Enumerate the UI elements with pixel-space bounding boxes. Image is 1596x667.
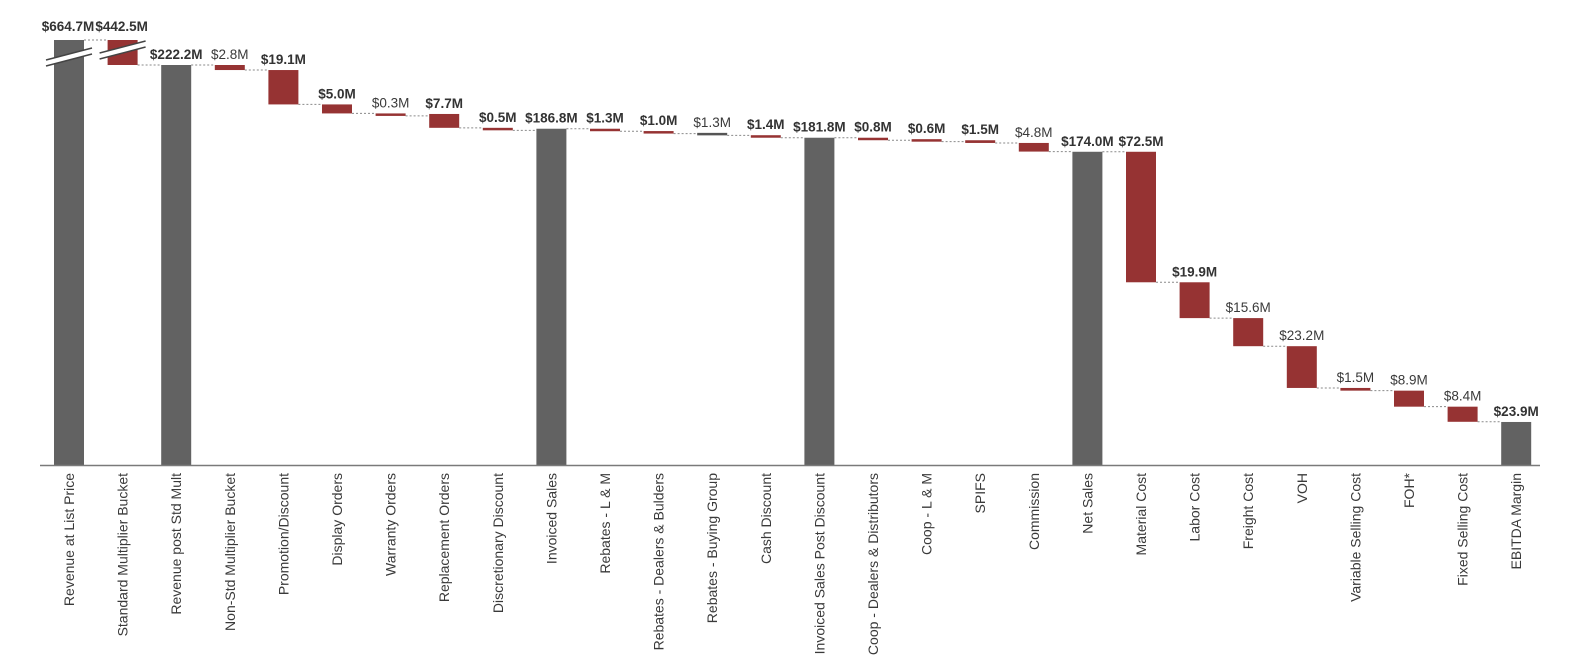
data-label: $2.8M [211, 47, 249, 62]
data-label: $442.5M [95, 19, 148, 34]
category-label: VOH [1294, 473, 1310, 503]
bar-coop-dealers-distributors [858, 137, 888, 141]
axis-break-line [99, 40, 146, 54]
category-label: Coop - Dealers & Distributors [865, 473, 881, 655]
data-label: $174.0M [1061, 134, 1114, 149]
category-label: Fixed Selling Cost [1455, 473, 1471, 586]
bar-net-sales [1072, 151, 1103, 465]
data-label: $23.9M [1494, 404, 1539, 419]
bar-replacement-orders [429, 113, 460, 128]
category-label: Non-Std Multiplier Bucket [222, 473, 238, 631]
category-label: Commission [1026, 473, 1042, 550]
category-label: EBITDA Margin [1508, 473, 1524, 569]
bar-voh [1286, 346, 1317, 388]
bar-fixed-selling-cost [1447, 406, 1478, 422]
category-label: Labor Cost [1187, 473, 1203, 542]
category-label: Variable Selling Cost [1347, 473, 1363, 602]
bar-commission [1018, 142, 1049, 152]
category-label: Invoiced Sales [543, 473, 559, 564]
data-label: $1.5M [1337, 370, 1375, 385]
category-label: Rebates - Buying Group [704, 473, 720, 623]
data-label: $1.3M [693, 115, 731, 130]
data-label: $8.9M [1390, 373, 1428, 388]
category-label: Freight Cost [1240, 473, 1256, 549]
data-label: $5.0M [318, 86, 356, 101]
axis-break-gap [46, 48, 92, 66]
bar-spifs [965, 140, 996, 143]
category-label: SPIFS [972, 473, 988, 513]
category-label: Cash Discount [758, 473, 774, 564]
data-label: $1.4M [747, 117, 785, 132]
bar-discretionary-discount [482, 127, 513, 131]
bar-rebates-l-m [590, 128, 620, 132]
category-label: Promotion/Discount [275, 473, 291, 595]
data-label: $7.7M [425, 96, 463, 111]
data-label: $1.5M [961, 122, 999, 137]
bar-invoiced-sales [536, 128, 567, 465]
axis-break-line [45, 53, 93, 67]
data-label: $0.8M [854, 120, 892, 135]
bar-labor-cost [1179, 282, 1210, 319]
category-label: Material Cost [1133, 473, 1149, 556]
bar-promotion-discount [268, 70, 299, 105]
data-label: $0.6M [908, 121, 946, 136]
category-label: Revenue at List Price [61, 473, 77, 606]
bar-non-std-multiplier-bucket [214, 65, 245, 71]
bar-variable-selling-cost [1340, 387, 1371, 391]
category-label: Replacement Orders [436, 473, 452, 602]
data-label: $8.4M [1444, 389, 1482, 404]
axis-break-gap [99, 41, 146, 59]
data-label: $1.0M [640, 113, 678, 128]
category-label: Discretionary Discount [490, 473, 506, 613]
data-label: $222.2M [150, 47, 203, 62]
bar-revenue-at-list-price [54, 40, 84, 465]
data-label: $664.7M [42, 19, 95, 34]
data-label: $23.2M [1279, 328, 1324, 343]
bar-rebates-dealers-bulders [643, 131, 674, 134]
data-label: $0.3M [372, 95, 410, 110]
bar-revenue-post-std-mult [161, 65, 192, 465]
data-label: $1.3M [586, 111, 624, 126]
bar-warranty-orders [375, 113, 406, 116]
category-label: Net Sales [1079, 473, 1095, 534]
category-label: Display Orders [329, 473, 345, 566]
data-label: $186.8M [525, 111, 578, 126]
axis-break-line [45, 47, 93, 61]
data-label: $181.8M [793, 120, 846, 135]
bar-cash-discount [750, 135, 781, 138]
bar-display-orders [322, 104, 352, 114]
bar-invoiced-sales-post-discount [804, 137, 835, 465]
axis-break-line [99, 46, 146, 60]
category-label: Warranty Orders [383, 473, 399, 576]
bar-foh [1394, 390, 1424, 407]
bar-material-cost [1126, 151, 1156, 283]
bar-freight-cost [1233, 318, 1264, 347]
category-label: Rebates - L & M [597, 473, 613, 574]
bar-coop-l-m [911, 139, 942, 142]
category-label: Rebates - Dealers & Bulders [651, 473, 667, 650]
data-label: $15.6M [1226, 300, 1271, 315]
data-label: $19.9M [1172, 264, 1217, 279]
category-label: Revenue post Std Mult [168, 473, 184, 615]
category-label: Invoiced Sales Post Discount [811, 473, 827, 654]
category-label: Coop - L & M [919, 473, 935, 555]
data-label: $72.5M [1118, 134, 1163, 149]
data-label: $4.8M [1015, 125, 1053, 140]
category-label: FOH* [1401, 472, 1417, 508]
bar-ebitda-margin [1501, 421, 1532, 465]
category-label: Standard Multiplier Bucket [115, 473, 131, 637]
bar-rebates-buying-group [697, 132, 728, 136]
data-label: $19.1M [261, 52, 306, 67]
data-label: $0.5M [479, 110, 517, 125]
